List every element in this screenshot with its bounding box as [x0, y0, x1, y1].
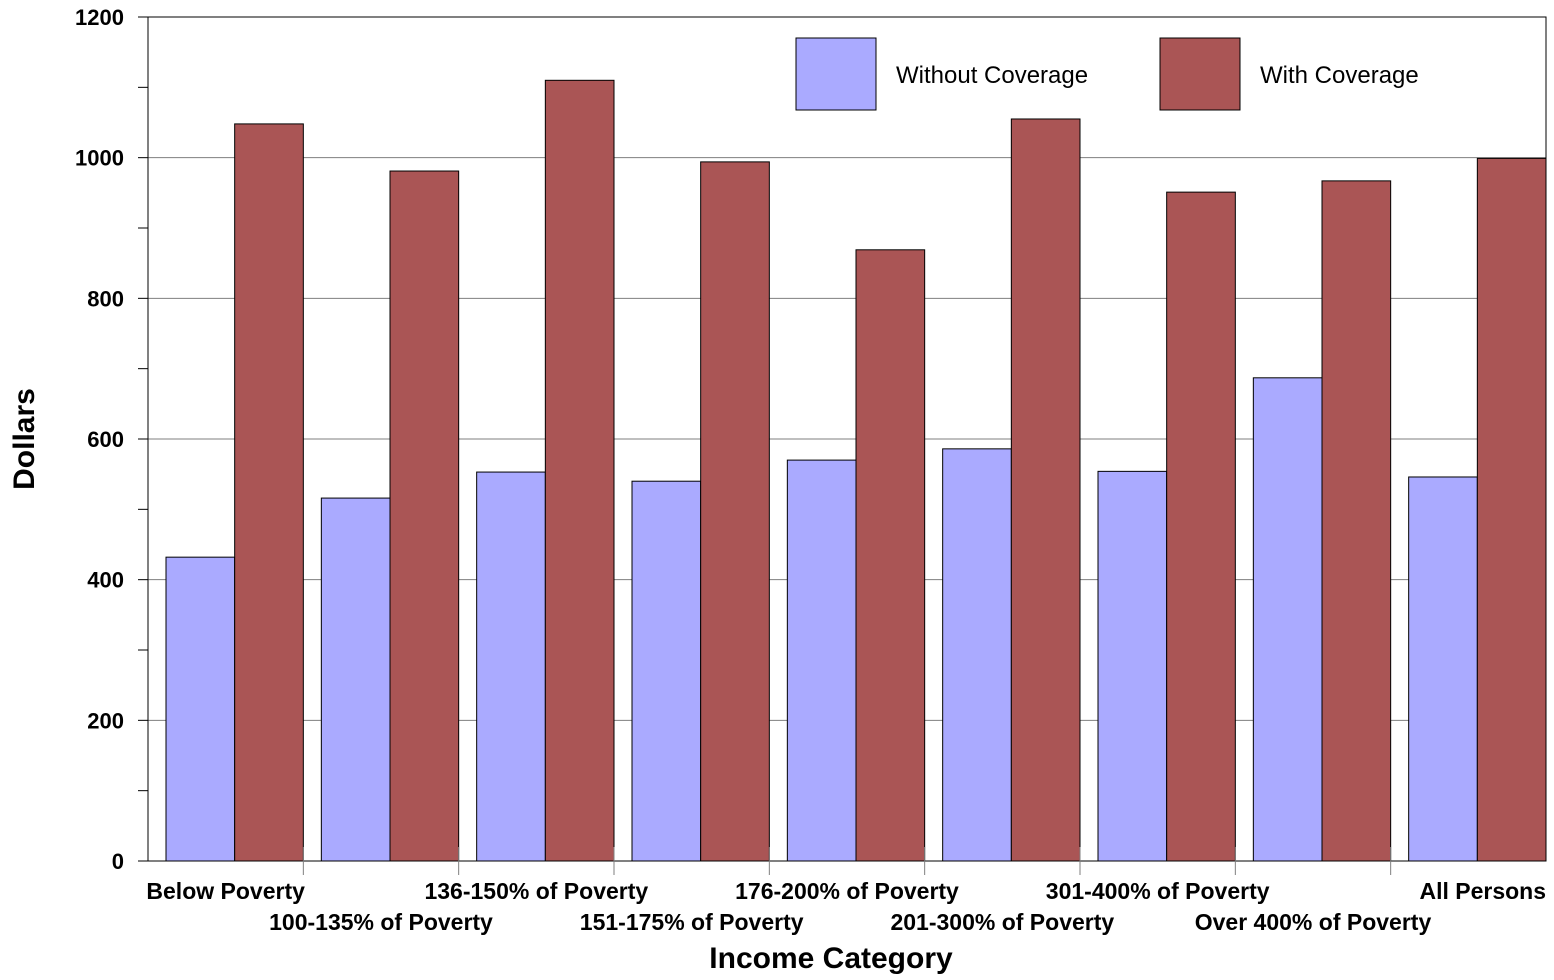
- x-tick-label: All Persons: [1419, 878, 1546, 904]
- bar-with-coverage: [1166, 191, 1236, 862]
- bar-without-coverage: [942, 448, 1012, 862]
- bars: [165, 79, 1547, 862]
- bar-with-coverage: [1476, 157, 1547, 862]
- legend-label: Without Coverage: [896, 62, 1088, 89]
- bar-with-coverage: [389, 170, 460, 862]
- bar-without-coverage: [165, 556, 236, 862]
- y-tick-label: 600: [87, 427, 124, 452]
- bar-without-coverage: [1252, 377, 1323, 862]
- x-axis-title: Income Category: [709, 942, 953, 975]
- x-tick-label: 151-175% of Poverty: [580, 909, 804, 935]
- x-tick-label: Below Poverty: [146, 878, 305, 904]
- bar-with-coverage: [700, 161, 770, 862]
- x-tick-label: 176-200% of Poverty: [735, 878, 959, 904]
- x-tick-label: 100-135% of Poverty: [269, 909, 493, 935]
- legend: Without Coverage With Coverage: [795, 37, 1419, 111]
- bar-with-coverage: [1010, 118, 1081, 862]
- x-tick-label: 136-150% of Poverty: [424, 878, 648, 904]
- y-tick-label: 1000: [75, 146, 124, 171]
- y-tick-label: 400: [87, 568, 124, 593]
- x-axis: Below Poverty 100-135% of Poverty 136-150%…: [146, 847, 1546, 935]
- bar-with-coverage: [1321, 180, 1392, 862]
- bar-without-coverage: [631, 480, 702, 862]
- y-tick-label: 1200: [75, 5, 124, 30]
- x-tick-label: Over 400% of Poverty: [1195, 909, 1432, 935]
- y-tick-label: 800: [87, 286, 124, 311]
- bar-with-coverage: [234, 123, 304, 862]
- x-tick-label: 201-300% of Poverty: [890, 909, 1114, 935]
- legend-swatch: [795, 37, 877, 111]
- bar-without-coverage: [476, 471, 546, 862]
- bar-without-coverage: [1408, 476, 1478, 862]
- y-axis: 0 200 400 600 800 1000 1200: [75, 5, 148, 874]
- x-tick-label: 301-400% of Poverty: [1046, 878, 1270, 904]
- bar-without-coverage: [320, 497, 391, 862]
- bar-with-coverage: [544, 79, 615, 862]
- legend-label: With Coverage: [1260, 62, 1419, 89]
- y-tick-label: 200: [87, 708, 124, 733]
- y-tick-label: 0: [112, 849, 124, 874]
- bar-with-coverage: [855, 249, 926, 862]
- bar-without-coverage: [786, 459, 857, 862]
- legend-swatch: [1159, 37, 1241, 111]
- y-axis-title: Dollars: [8, 388, 41, 490]
- bar-without-coverage: [1097, 470, 1168, 862]
